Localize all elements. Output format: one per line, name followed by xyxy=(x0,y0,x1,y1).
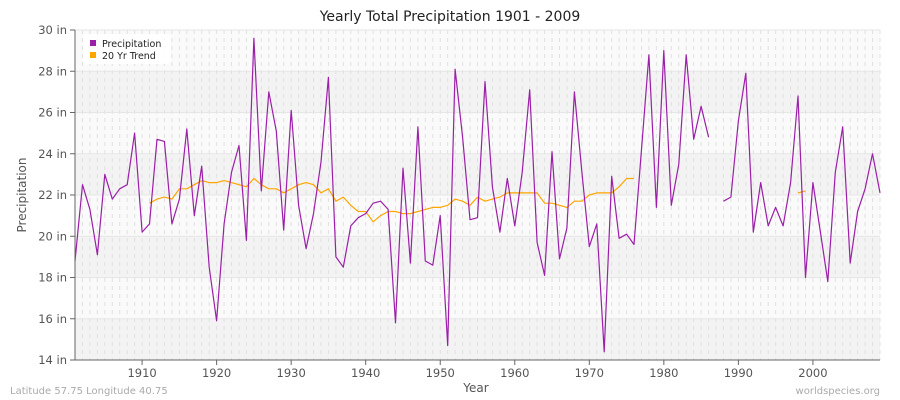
x-tick-label: 1980 xyxy=(649,366,678,380)
legend-box xyxy=(83,34,171,64)
series-line-segment xyxy=(723,72,881,283)
y-tick-label: 14 in xyxy=(38,353,67,367)
x-tick-label: 1910 xyxy=(127,366,156,380)
legend: Precipitation 20 Yr Trend xyxy=(83,34,171,64)
x-tick-label: 1950 xyxy=(426,366,455,380)
y-tick-label: 22 in xyxy=(38,188,67,202)
x-tick-label: 2000 xyxy=(798,366,827,380)
chart-title: Yearly Total Precipitation 1901 - 2009 xyxy=(319,9,581,25)
y-tick-label: 20 in xyxy=(38,229,67,243)
y-tick-label: 26 in xyxy=(38,106,67,120)
y-tick-label: 30 in xyxy=(38,23,67,37)
legend-label-precipitation: Precipitation xyxy=(102,39,161,50)
y-ticks: 14 in 16 in 18 in 20 in 22 in 24 in 26 in 28 in… xyxy=(38,23,75,367)
x-tick-label: 1920 xyxy=(202,366,231,380)
x-tick-label: 1930 xyxy=(277,366,306,380)
series-line-segment xyxy=(74,37,710,353)
series-precipitation xyxy=(74,37,881,353)
y-tick-label: 24 in xyxy=(38,147,67,161)
background-band xyxy=(75,71,880,113)
y-tick-label: 16 in xyxy=(38,312,67,326)
legend-swatch-precipitation xyxy=(90,40,96,46)
y-axis-label: Precipitation xyxy=(15,157,29,232)
x-ticks: 1910 1920 1930 1940 1950 1960 1970 1980 1990 2000 xyxy=(127,360,828,380)
x-axis-label: Year xyxy=(462,381,488,395)
x-tick-label: 1990 xyxy=(724,366,753,380)
legend-swatch-trend xyxy=(90,52,96,58)
vertical-gridlines xyxy=(74,30,881,360)
x-tick-label: 1970 xyxy=(575,366,604,380)
x-tick-label: 1940 xyxy=(351,366,380,380)
y-tick-label: 18 in xyxy=(38,271,67,285)
series-layer xyxy=(74,37,881,353)
y-tick-label: 28 in xyxy=(38,64,67,78)
location-caption: Latitude 57.75 Longitude 40.75 xyxy=(10,386,168,397)
x-tick-label: 1960 xyxy=(500,366,529,380)
source-caption: worldspecies.org xyxy=(796,386,880,397)
legend-label-trend: 20 Yr Trend xyxy=(102,51,156,62)
